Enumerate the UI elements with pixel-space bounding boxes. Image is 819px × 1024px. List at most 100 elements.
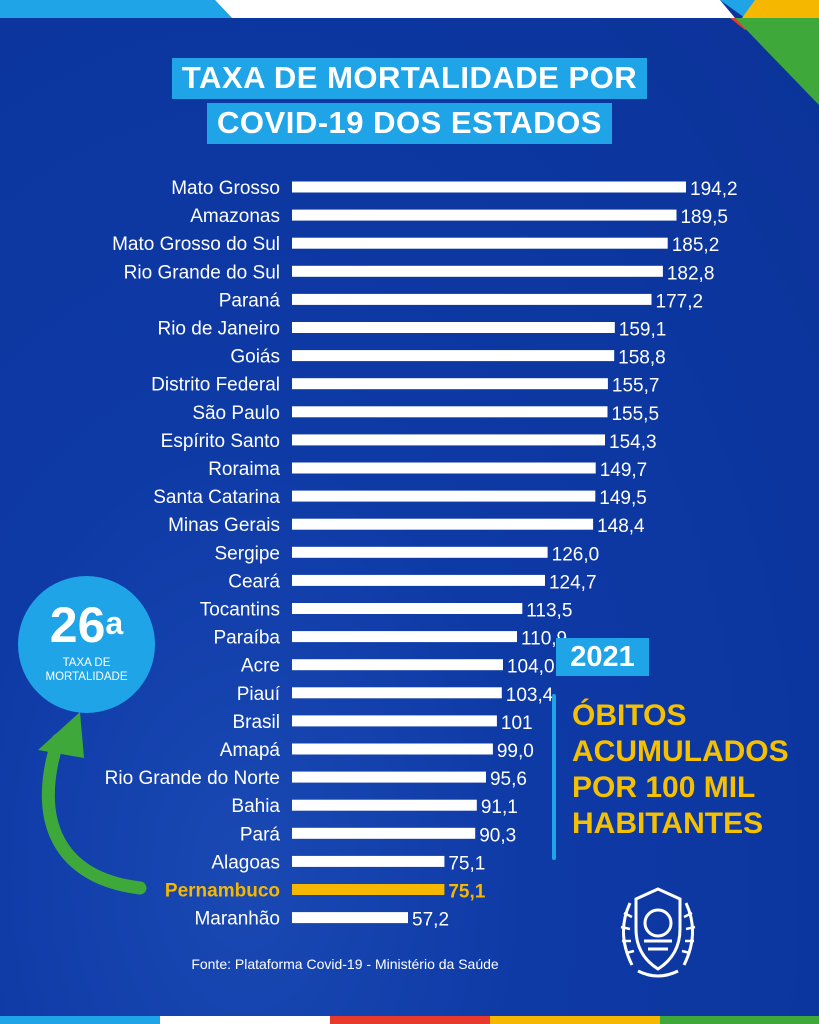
bar-ceara xyxy=(292,574,545,586)
value-label-rio-de-janeiro: 159,1 xyxy=(619,320,667,341)
category-label-alagoas: Alagoas xyxy=(211,852,280,873)
value-label-goias: 158,8 xyxy=(618,348,666,369)
value-label-roraima: 149,7 xyxy=(600,460,648,481)
bar-alagoas xyxy=(292,855,445,867)
value-label-paraiba: 110,9 xyxy=(521,629,567,650)
value-label-tocantins: 113,5 xyxy=(526,601,572,622)
bar-amapa xyxy=(292,743,493,755)
value-label-amazonas: 189,5 xyxy=(680,207,728,228)
value-label-minas-gerais: 148,4 xyxy=(597,516,645,537)
category-label-amapa: Amapá xyxy=(220,740,281,761)
bar-goias xyxy=(292,350,615,362)
value-label-mato-grosso: 194,2 xyxy=(690,179,738,200)
source-note: Fonte: Plataforma Covid-19 - Ministério … xyxy=(191,956,499,972)
value-label-espirito-santo: 154,3 xyxy=(609,432,657,453)
curved-arrow-icon xyxy=(38,712,147,895)
title-line-1: TAXA DE MORTALIDADE POR xyxy=(171,58,648,99)
bar-para xyxy=(292,827,476,839)
title-line-2: COVID-19 DOS ESTADOS xyxy=(207,103,612,144)
bar-paraiba xyxy=(292,631,517,643)
side-line-4: HABITANTES xyxy=(572,807,764,840)
category-label-distrito-federal: Distrito Federal xyxy=(151,375,280,396)
rank-badge: 26a TAXA DE MORTALIDADE xyxy=(18,576,155,713)
value-label-acre: 104,0 xyxy=(507,657,555,678)
value-label-maranhao: 57,2 xyxy=(412,910,449,931)
value-label-amapa: 99,0 xyxy=(497,741,534,762)
value-label-ceara: 124,7 xyxy=(549,572,597,593)
value-label-distrito-federal: 155,7 xyxy=(612,376,660,397)
bar-acre xyxy=(292,659,503,671)
bar-parana xyxy=(292,293,652,305)
category-label-tocantins: Tocantins xyxy=(200,600,280,621)
side-description: ÓBITOS ACUMULADOS POR 100 MIL HABITANTES xyxy=(572,698,812,842)
side-line-2: ACUMULADOS xyxy=(572,735,789,768)
category-label-santa-catarina: Santa Catarina xyxy=(153,487,280,508)
category-label-rio-grande-do-sul: Rio Grande do Sul xyxy=(124,262,280,283)
category-label-minas-gerais: Minas Gerais xyxy=(168,515,280,536)
value-label-rio-grande-do-norte: 95,6 xyxy=(490,769,527,790)
year-box: 2021 xyxy=(556,638,649,676)
bar-bahia xyxy=(292,799,477,811)
category-label-maranhao: Maranhão xyxy=(194,909,280,930)
bar-tocantins xyxy=(292,603,523,614)
category-label-bahia: Bahia xyxy=(231,796,280,817)
category-label-roraima: Roraima xyxy=(208,459,280,480)
bar-distrito-federal xyxy=(292,378,608,390)
category-label-sao-paulo: São Paulo xyxy=(192,403,280,424)
value-label-bahia: 91,1 xyxy=(481,797,518,818)
side-line-1: ÓBITOS xyxy=(572,699,687,732)
category-label-parana: Paraná xyxy=(219,290,281,311)
rank-number: 26a xyxy=(49,597,124,653)
corner-decoration-top xyxy=(0,0,819,105)
bar-piaui xyxy=(292,687,502,699)
bar-rio-grande-do-sul xyxy=(292,265,663,277)
value-label-sao-paulo: 155,5 xyxy=(611,404,659,425)
category-label-rio-de-janeiro: Rio de Janeiro xyxy=(157,319,280,340)
chart-title: TAXA DE MORTALIDADE POR COVID-19 DOS EST… xyxy=(0,58,819,148)
category-label-sergipe: Sergipe xyxy=(215,543,281,564)
category-label-mato-grosso: Mato Grosso xyxy=(171,178,280,199)
category-label-acre: Acre xyxy=(241,656,280,677)
bar-amazonas xyxy=(292,209,677,221)
bar-rio-grande-do-norte xyxy=(292,771,486,783)
bar-minas-gerais xyxy=(292,518,594,530)
category-label-piaui: Piauí xyxy=(237,684,281,705)
bar-roraima xyxy=(292,462,596,474)
value-label-piaui: 103,4 xyxy=(506,685,554,706)
bar-maranhao xyxy=(292,912,408,924)
value-label-rio-grande-do-sul: 182,8 xyxy=(667,263,715,284)
bar-sergipe xyxy=(292,546,548,558)
bar-rio-de-janeiro xyxy=(292,322,615,333)
category-label-amazonas: Amazonas xyxy=(190,206,280,227)
bar-mato-grosso xyxy=(292,181,686,193)
bar-espirito-santo xyxy=(292,434,605,446)
bar-mato-grosso-do-sul xyxy=(292,237,668,249)
bar-sao-paulo xyxy=(292,406,608,418)
value-label-sergipe: 126,0 xyxy=(552,544,600,565)
pernambuco-coat-of-arms-icon xyxy=(620,887,696,978)
category-label-brasil: Brasil xyxy=(232,712,280,733)
category-label-pernambuco: Pernambuco xyxy=(165,881,280,902)
side-line-3: POR 100 MIL xyxy=(572,771,756,804)
value-label-para: 90,3 xyxy=(479,825,516,846)
value-label-alagoas: 75,1 xyxy=(448,853,485,874)
value-label-mato-grosso-do-sul: 185,2 xyxy=(672,235,720,256)
category-label-goias: Goiás xyxy=(230,347,280,368)
category-label-mato-grosso-do-sul: Mato Grosso do Sul xyxy=(112,234,280,255)
side-divider xyxy=(552,694,556,860)
rank-caption: TAXA DE MORTALIDADE xyxy=(45,657,128,683)
category-label-espirito-santo: Espírito Santo xyxy=(161,431,280,452)
value-label-brasil: 101 xyxy=(501,713,533,734)
value-label-parana: 177,2 xyxy=(656,291,704,312)
value-label-pernambuco: 75,1 xyxy=(448,882,485,903)
bar-brasil xyxy=(292,715,497,727)
corner-decoration-bottom xyxy=(0,1016,819,1024)
category-label-ceara: Ceará xyxy=(228,571,280,592)
category-label-rio-grande-do-norte: Rio Grande do Norte xyxy=(105,768,280,789)
bar-pernambuco xyxy=(292,884,445,895)
category-label-paraiba: Paraíba xyxy=(213,628,280,649)
value-label-santa-catarina: 149,5 xyxy=(599,488,647,509)
rank-suffix: a xyxy=(105,605,124,641)
